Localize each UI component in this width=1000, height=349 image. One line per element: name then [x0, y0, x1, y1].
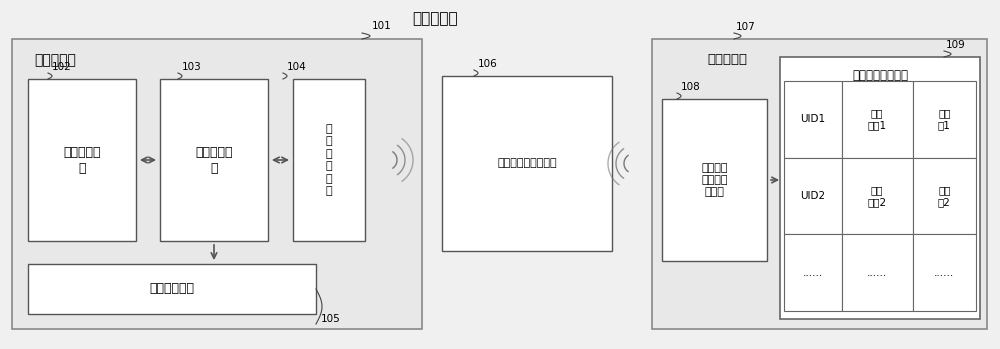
Bar: [842, 234, 913, 311]
Bar: [662, 99, 767, 261]
Text: 电子锁模块: 电子锁模块: [34, 53, 76, 67]
Text: 102: 102: [52, 62, 72, 72]
Text: UID1: UID1: [800, 114, 825, 124]
Text: 车锁机械单
元: 车锁机械单 元: [63, 146, 101, 174]
Bar: [913, 234, 976, 311]
Text: 移动网络单元: 移动网络单元: [150, 282, 194, 296]
Bar: [442, 76, 612, 251]
Text: 电子锁系统: 电子锁系统: [412, 11, 458, 26]
Text: 108: 108: [681, 82, 701, 92]
Bar: [293, 79, 365, 241]
Text: 服务器密
码算法解
析系统: 服务器密 码算法解 析系统: [701, 163, 728, 198]
Text: 近
场
通
信
单
元: 近 场 通 信 单 元: [326, 124, 332, 196]
Bar: [842, 81, 913, 158]
Text: 101: 101: [372, 21, 392, 31]
Text: 认证服务器: 认证服务器: [707, 53, 747, 66]
Bar: [784, 158, 842, 234]
Bar: [842, 158, 913, 234]
Bar: [784, 81, 842, 158]
Text: ......: ......: [867, 268, 887, 278]
Text: ......: ......: [803, 268, 823, 278]
Text: UID2: UID2: [800, 191, 825, 201]
Text: 车辆识别码数据库: 车辆识别码数据库: [852, 69, 908, 82]
Text: 手机
信息1: 手机 信息1: [868, 109, 887, 130]
Text: 验证
码1: 验证 码1: [938, 109, 951, 130]
Text: 103: 103: [182, 62, 202, 72]
Text: 手机
信息2: 手机 信息2: [868, 185, 887, 207]
Bar: [160, 79, 268, 241]
Text: ......: ......: [934, 268, 954, 278]
Text: 106: 106: [478, 59, 498, 69]
Bar: [784, 234, 842, 311]
Text: 107: 107: [736, 22, 756, 32]
Bar: [28, 264, 316, 314]
Text: 支持近场通信的手机: 支持近场通信的手机: [497, 158, 557, 169]
Bar: [913, 158, 976, 234]
Text: 104: 104: [287, 62, 307, 72]
Bar: [652, 39, 987, 329]
Bar: [12, 39, 422, 329]
Bar: [28, 79, 136, 241]
Text: 验证
码2: 验证 码2: [938, 185, 951, 207]
Text: 109: 109: [946, 40, 966, 50]
Bar: [780, 57, 980, 319]
Text: 105: 105: [321, 314, 341, 324]
Text: 密码算法单
元: 密码算法单 元: [195, 146, 233, 174]
Bar: [913, 81, 976, 158]
